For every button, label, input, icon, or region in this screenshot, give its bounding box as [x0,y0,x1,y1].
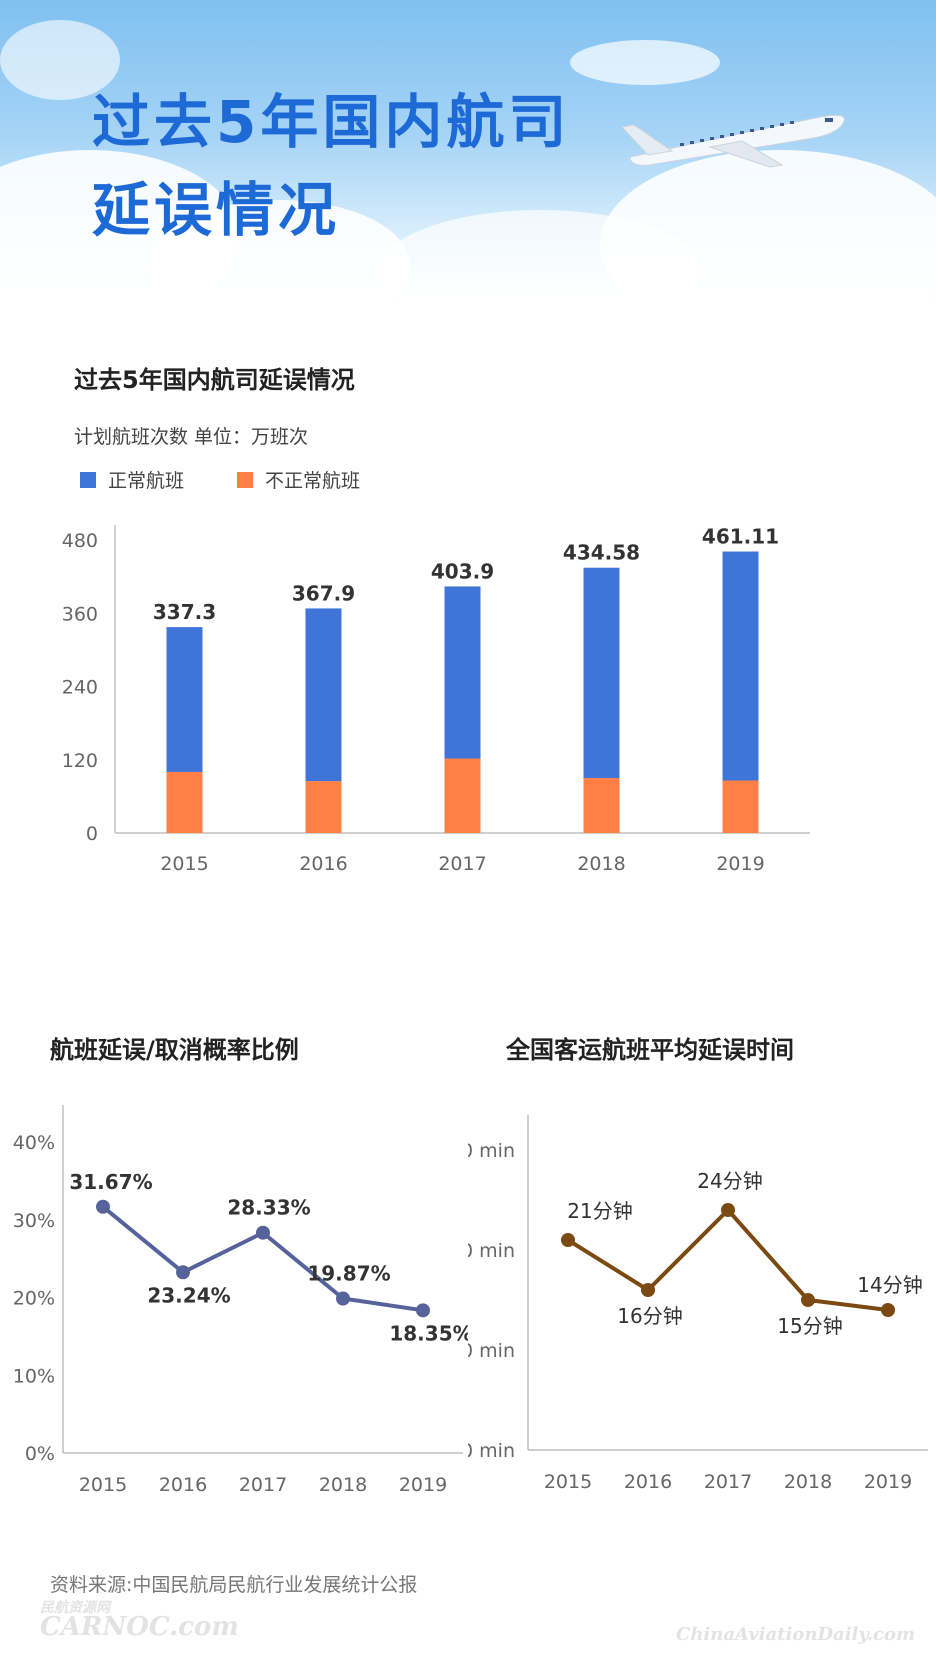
x-tick-label: 2015 [160,853,208,875]
legend-item-abnormal: 不正常航班 [237,466,360,493]
x-tick-label: 2019 [399,1474,447,1496]
airplane-icon [621,114,845,168]
x-tick-label: 2018 [577,853,625,875]
series-line [566,1208,889,1312]
bar-total-label: 434.58 [563,541,640,565]
bar-segment-abnormal [722,780,759,833]
x-tick-label: 2017 [438,853,486,875]
y-tick-label: 120 [62,750,98,772]
bar-segment-abnormal [166,771,203,833]
y-tick-label: 0 min [468,1440,515,1462]
bar-segment-normal [166,627,203,772]
y-tick-label: 240 [62,677,98,699]
data-label: 31.67% [69,1170,152,1194]
page-title-line1: 过去5年国内航司 [92,88,571,156]
x-tick-label: 2015 [79,1474,127,1496]
cloud-shape [0,20,120,100]
y-tick-label: 40% [13,1132,55,1154]
data-point [176,1265,190,1280]
data-label: 18.35% [389,1321,468,1345]
y-tick-label: 30 min [468,1140,515,1162]
legend-label-normal: 正常航班 [108,470,185,492]
cloud-shape [570,40,720,85]
data-point [416,1303,430,1318]
data-label: 23.24% [147,1283,230,1307]
y-tick-label: 10 min [468,1340,515,1362]
watermark-carnoc: CARNOC.com [40,1612,239,1642]
bar-total-label: 461.11 [702,525,779,549]
legend-label-abnormal: 不正常航班 [265,470,361,492]
source-note: 资料来源:中国民航局民航行业发展统计公报 [50,1574,418,1596]
x-tick-label: 2019 [864,1471,912,1493]
bar-total-label: 367.9 [292,581,355,605]
delay-rate-chart-title: 航班延误/取消概率比例 [50,1036,299,1064]
y-tick-label: 480 [62,530,98,552]
delay-rate-line-chart: 0% 10% 20% 30% 40% 31.67% 2015 23.24% 2016 28.33%… [13,1105,468,1496]
x-tick-label: 2017 [704,1471,752,1493]
bar-total-label: 403.9 [431,559,494,583]
bar-segment-abnormal [305,781,342,833]
data-point [881,1303,895,1317]
data-label: 28.33% [227,1196,310,1220]
bar-chart-title: 过去5年国内航司延误情况 [74,366,355,394]
x-tick-label: 2018 [784,1471,832,1493]
bar-segment-normal [722,551,759,781]
bar-segment-normal [305,608,342,782]
watermark-chinaaviationdaily: ChinaAviationDaily.com [676,1624,916,1645]
data-point [641,1283,655,1297]
watermark-carnoc-cn: 民航资源网 [40,1600,110,1616]
x-tick-label: 2019 [716,853,764,875]
y-tick-label: 360 [62,603,98,625]
x-tick-label: 2016 [624,1471,672,1493]
stacked-bar-chart: 0 120 240 360 480 337.3 2015 367.9 2016 403.9 2017… [62,525,810,875]
x-tick-label: 2016 [299,853,347,875]
bar-total-label: 337.3 [153,600,216,624]
data-point [256,1225,270,1240]
delay-time-line-chart: 0 min 10 min 20 min 30 min 21分钟 2015 16分钟 2016 2… [468,1115,928,1493]
bar-segment-abnormal [444,758,481,833]
cloud-shape [600,150,936,303]
y-tick-label: 30% [13,1210,55,1232]
delay-time-chart-title: 全国客运航班平均延误时间 [506,1036,794,1064]
page-title-line2: 延误情况 [92,176,341,244]
bar-segment-normal [444,586,481,759]
data-point [721,1203,735,1217]
data-label: 24分钟 [697,1169,762,1193]
y-tick-label: 0 [86,823,98,845]
data-point [96,1199,110,1214]
data-label: 21分钟 [567,1199,632,1223]
x-tick-label: 2015 [544,1471,592,1493]
legend-swatch-abnormal [237,471,253,488]
x-tick-label: 2017 [239,1474,287,1496]
legend-swatch-normal [80,471,96,488]
y-tick-label: 0% [25,1443,55,1465]
legend-item-normal: 正常航班 [80,466,184,493]
cloud-shape [150,200,410,303]
x-tick-label: 2018 [319,1474,367,1496]
y-tick-label: 20 min [468,1240,515,1262]
data-point [336,1291,350,1306]
data-point [801,1293,815,1307]
data-label: 19.87% [307,1262,390,1286]
hero-banner: 过去5年国内航司 延误情况 [0,0,936,303]
x-tick-label: 2016 [159,1474,207,1496]
bar-segment-normal [583,567,620,779]
bar-chart-subtitle: 计划航班次数 单位：万班次 [74,426,309,448]
page-title: 过去5年国内航司 延误情况 [92,78,570,254]
data-label: 14分钟 [857,1273,922,1297]
data-point [561,1233,575,1247]
y-tick-label: 10% [13,1365,55,1387]
bar-segment-abnormal [583,778,620,833]
data-label: 16分钟 [617,1304,682,1328]
y-tick-label: 20% [13,1288,55,1310]
data-label: 15分钟 [777,1314,842,1338]
